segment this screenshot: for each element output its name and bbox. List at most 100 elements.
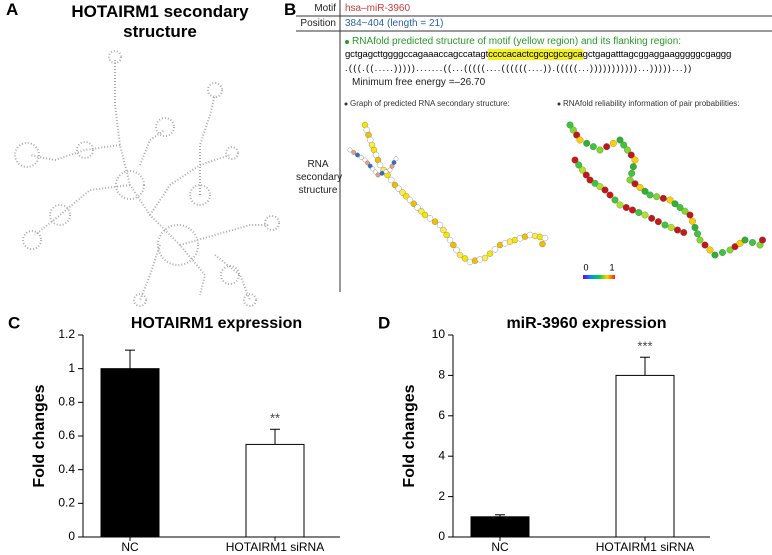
- rna-base: [701, 241, 709, 249]
- y-tick-label: 0.4: [58, 462, 75, 476]
- rna-base: [681, 207, 689, 215]
- rna-base: [627, 151, 635, 159]
- colorbar-label: 0: [583, 262, 588, 272]
- x-tick-label: NC: [491, 540, 509, 554]
- table-cell: Position: [300, 18, 336, 29]
- rna-base: [569, 126, 577, 134]
- rna-base: [741, 236, 749, 244]
- y-tick-label: 0.2: [58, 496, 75, 510]
- rna-base: [624, 146, 631, 154]
- rna-base: [421, 211, 429, 219]
- rna-base: [635, 209, 643, 216]
- rna-base: [711, 251, 719, 259]
- y-axis-label: Fold changes: [401, 384, 418, 487]
- sequence-part: gctgagcttggggccagaaaccagccatagt: [345, 49, 489, 60]
- rna-base: [731, 243, 739, 251]
- significance: ***: [637, 339, 652, 354]
- colorbar: [583, 275, 615, 279]
- row-label-line: structure: [298, 185, 338, 196]
- rna-base: [719, 249, 726, 256]
- rna-base: [491, 246, 499, 253]
- caption: Graph of predicted RNA secondary structu…: [350, 99, 510, 108]
- row-label-line: RNA: [307, 159, 329, 170]
- rna-base: [486, 250, 494, 257]
- rna-base: [629, 206, 636, 214]
- table-cell: 384~404 (length = 21): [345, 18, 444, 29]
- rna-base: [628, 169, 636, 177]
- rna-base: [686, 211, 694, 219]
- rna-base: [582, 171, 590, 179]
- rna-graphs: 0 1: [347, 121, 766, 279]
- table-cell: Motif: [314, 3, 336, 14]
- rna-base: [418, 208, 425, 215]
- y-tick-label: 6: [438, 408, 445, 422]
- rna-base: [671, 200, 679, 208]
- rna-base: [393, 156, 399, 162]
- rna-base: [622, 204, 630, 211]
- rna-base: [583, 139, 591, 147]
- rna-base: [410, 200, 417, 207]
- sequence: gctgagcttggggccagaaaccagccatagtccccacact…: [345, 49, 772, 60]
- sequence-highlight: ccccacactcgcgcgccgca: [488, 49, 583, 60]
- rna-base: [596, 183, 604, 191]
- rna-base: [446, 236, 454, 244]
- rna-base: [626, 176, 634, 184]
- rna-base: [391, 181, 399, 189]
- rna-base: [379, 170, 385, 176]
- panel-letter: D: [378, 313, 390, 332]
- rna-base: [541, 234, 549, 242]
- rna-base: [659, 194, 667, 202]
- rna-base: [631, 180, 639, 188]
- title-line: HOTAIRM1 secondary: [71, 2, 249, 21]
- rna-base: [676, 204, 684, 211]
- x-tick-label: NC: [121, 540, 139, 554]
- rna-base: [443, 231, 450, 239]
- rna-base: [579, 166, 586, 174]
- rna-base: [355, 152, 360, 158]
- rna-base: [367, 163, 373, 169]
- rna-base: [414, 204, 421, 211]
- y-tick-label: 8: [438, 368, 445, 382]
- y-tick-label: 0.8: [58, 395, 75, 409]
- rna-base: [603, 143, 611, 151]
- rna-base: [426, 215, 434, 222]
- rna-base: [388, 176, 395, 184]
- rna-base: [706, 246, 714, 254]
- y-tick-label: 2: [438, 489, 445, 503]
- rna-base: [589, 143, 597, 151]
- rna-base: [616, 136, 624, 144]
- rnafold-heading: RNAfold predicted structure of motif (ye…: [352, 36, 682, 47]
- y-tick-label: 1: [68, 361, 75, 375]
- energy: Minimum free energy =–26.70: [352, 77, 486, 88]
- rna-base: [726, 246, 734, 254]
- panel-letter: B: [284, 0, 297, 19]
- x-tick-label: HOTAIRM1 siRNA: [596, 540, 694, 554]
- y-axis-label: Fold changes: [31, 384, 48, 487]
- x-tick-label: HOTAIRM1 siRNA: [226, 540, 324, 554]
- rna-base: [389, 163, 395, 169]
- bar: [245, 443, 305, 538]
- caption: RNAfold reliability information of pair …: [563, 99, 740, 108]
- y-tick-label: 0.6: [58, 428, 75, 442]
- rna-base: [566, 121, 574, 129]
- rna-base: [387, 167, 393, 173]
- rna-base: [646, 191, 654, 199]
- significance: **: [270, 411, 280, 426]
- bar: [615, 374, 675, 538]
- rna-base: [383, 169, 389, 175]
- y-tick-label: 0: [438, 529, 445, 543]
- rna-base: [666, 196, 674, 204]
- rna-base: [648, 214, 656, 222]
- title-line: structure: [123, 22, 197, 41]
- rna-base: [680, 229, 688, 236]
- rna-base: [620, 141, 628, 149]
- sequence-part: gctgagatttagcggaggaagggggcgaggg: [582, 49, 732, 60]
- panel-title: HOTAIRM1 secondary structure: [60, 2, 260, 42]
- rna-base: [436, 221, 444, 229]
- rna-base: [440, 226, 447, 234]
- rna-base: [571, 156, 579, 164]
- rna-base: [601, 186, 609, 194]
- rna-base: [629, 163, 637, 171]
- table-cell: hsa–miR-3960: [345, 3, 411, 14]
